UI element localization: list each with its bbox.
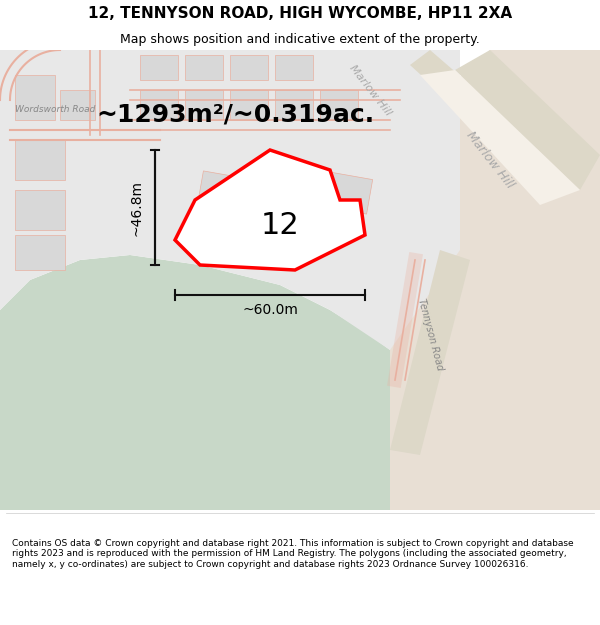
Polygon shape xyxy=(175,150,365,270)
Text: Contains OS data © Crown copyright and database right 2021. This information is : Contains OS data © Crown copyright and d… xyxy=(12,539,574,569)
Text: ~46.8m: ~46.8m xyxy=(129,179,143,236)
Polygon shape xyxy=(350,50,600,510)
Text: 12, TENNYSON ROAD, HIGH WYCOMBE, HP11 2XA: 12, TENNYSON ROAD, HIGH WYCOMBE, HP11 2X… xyxy=(88,6,512,21)
Bar xyxy=(15,140,65,180)
Bar xyxy=(185,90,223,120)
Bar xyxy=(60,90,95,120)
Polygon shape xyxy=(0,50,460,350)
Bar xyxy=(317,171,373,214)
Text: Marlow Hill: Marlow Hill xyxy=(347,62,393,118)
Polygon shape xyxy=(390,250,470,455)
Text: Tennyson Road: Tennyson Road xyxy=(416,298,445,372)
Bar xyxy=(140,90,178,120)
Bar xyxy=(197,171,253,214)
Bar xyxy=(230,90,268,120)
Text: 12: 12 xyxy=(260,211,299,239)
Text: Marlow Hill: Marlow Hill xyxy=(464,129,516,191)
Polygon shape xyxy=(420,70,580,205)
Bar xyxy=(275,55,313,80)
Bar xyxy=(140,55,178,80)
Polygon shape xyxy=(455,50,600,190)
Bar xyxy=(15,75,55,120)
Polygon shape xyxy=(410,50,540,170)
Bar xyxy=(185,55,223,80)
Text: Wordsworth Road: Wordsworth Road xyxy=(15,106,95,114)
Text: ~1293m²/~0.319ac.: ~1293m²/~0.319ac. xyxy=(96,103,374,127)
Text: ~60.0m: ~60.0m xyxy=(242,303,298,317)
Bar xyxy=(15,235,65,270)
Bar xyxy=(15,190,65,230)
Polygon shape xyxy=(0,255,390,510)
Text: Map shows position and indicative extent of the property.: Map shows position and indicative extent… xyxy=(120,32,480,46)
Bar xyxy=(257,171,313,214)
Bar xyxy=(275,90,313,120)
Bar xyxy=(230,55,268,80)
Bar xyxy=(320,90,358,120)
